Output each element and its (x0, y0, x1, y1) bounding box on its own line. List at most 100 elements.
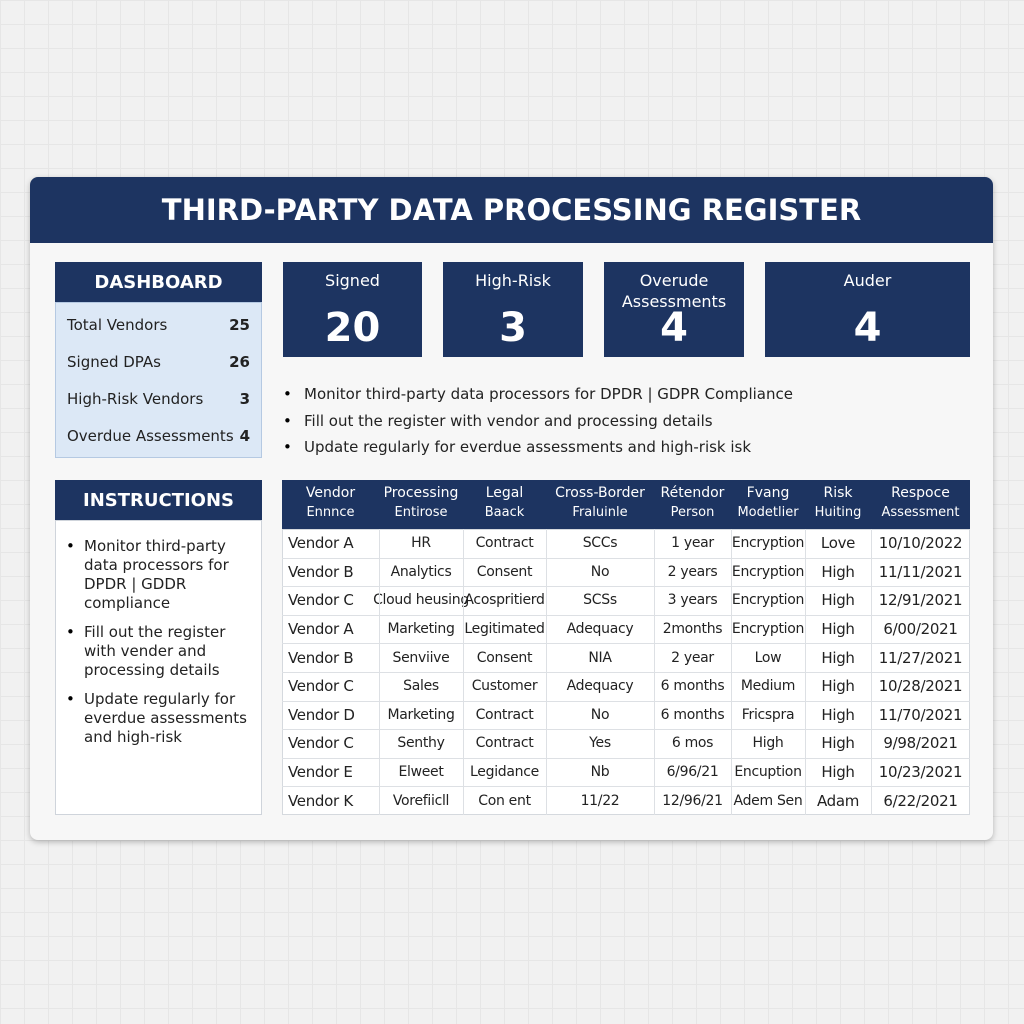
table-header: Person (670, 505, 715, 520)
stat-label: Overude Assessments (621, 271, 727, 311)
table-header: Assessment (881, 505, 960, 520)
table-cell: Fricspra (741, 706, 795, 723)
table-cell: Low (754, 649, 782, 666)
instruction-dot: • (66, 623, 75, 641)
table-cell: High (821, 734, 855, 753)
row-line (282, 786, 970, 788)
table-cell: 6/22/2021 (883, 791, 958, 810)
row-line (282, 757, 970, 759)
bullet-text: Fill out the register with vendor and pr… (304, 411, 713, 430)
table-cell: Encuption (734, 764, 802, 781)
table-cell: Vendor C (288, 677, 354, 696)
table-cell: High (821, 648, 855, 667)
dashboard-label: High-Risk Vendors (67, 390, 204, 408)
table-cell: Love (820, 534, 856, 553)
table-cell: Vorefiicll (392, 792, 450, 809)
dashboard-body (55, 302, 262, 458)
title-bar: THIRD-PARTY DATA PROCESSING REGISTER (30, 177, 993, 243)
table-cell: 2 year (671, 649, 714, 666)
stat-label: Auder (843, 271, 892, 290)
instructions-title: INSTRUCTIONS (55, 480, 262, 520)
table-cell: Adequacy (566, 678, 634, 695)
table-header: Huiting (814, 505, 862, 520)
table-cell: 11/11/2021 (878, 562, 963, 581)
stat-card: Signed 20 (283, 262, 422, 357)
bullet-text: Update regularly for everdue assessments… (304, 438, 752, 456)
table-cell: HR (411, 535, 431, 552)
table-cell: Vendor C (288, 734, 354, 753)
row-line (282, 614, 970, 616)
table-header: Fraluinle (572, 505, 628, 520)
table-cell: Vendor A (288, 534, 354, 553)
table-cell: Legitimated (464, 621, 545, 638)
table-header-bg (282, 480, 970, 529)
instructions-body (55, 520, 262, 815)
table-header: Respoce (891, 485, 950, 501)
row-line (282, 700, 970, 702)
table-cell: Con ent (478, 792, 531, 809)
instruction-dot: • (66, 690, 75, 708)
table-cell: Vendor B (288, 562, 354, 581)
stat-value: 20 (324, 305, 381, 351)
row-line (282, 672, 970, 673)
table-cell: Yes (589, 735, 611, 752)
bullet-dot: • (283, 438, 292, 456)
instruction-dot: • (66, 537, 75, 555)
table-header: Legal (485, 485, 524, 501)
dashboard-title: DASHBOARD (55, 262, 262, 302)
table-cell: 6/00/2021 (883, 620, 958, 639)
table-cell: Contract (475, 735, 534, 752)
stat-card: Auder 4 (765, 262, 970, 357)
table-cell: Medium (740, 678, 796, 695)
table-cell: Nb (590, 764, 610, 781)
table-cell: 9/98/2021 (883, 734, 958, 753)
col-line (805, 529, 806, 815)
table-header: Risk (823, 485, 853, 501)
table-cell: 11/27/2021 (878, 648, 963, 667)
table-cell: 2 years (667, 563, 718, 580)
bullet-dot: • (283, 411, 292, 430)
table-cell: Consent (476, 649, 533, 666)
col-line (654, 529, 655, 815)
table-cell: Vendor E (288, 763, 353, 782)
table-header: Fvang (746, 485, 790, 501)
row-line (282, 557, 970, 559)
table-cell: Adam (816, 791, 860, 810)
table-cell: Vendor A (288, 620, 354, 639)
table-cell: High (821, 705, 855, 724)
table-header: Baack (484, 505, 525, 520)
col-line (546, 529, 547, 815)
table-header: Processing (383, 485, 459, 501)
table-cell: 11/70/2021 (878, 705, 963, 724)
table-cell: Senviive (392, 649, 450, 666)
dashboard-label: Total Vendors (67, 316, 168, 334)
dashboard-label: Signed DPAs (67, 353, 161, 371)
table-cell: Consent (476, 563, 533, 580)
stat-label: Signed (325, 271, 380, 290)
table-cell: Cloud heusing (373, 592, 469, 609)
instruction-text: Update regularly for everdue assessments… (84, 690, 247, 746)
table-cell: Vendor D (288, 705, 355, 724)
table-cell: 1 year (671, 535, 714, 552)
table-cell: 12/91/2021 (878, 591, 963, 610)
table-cell: Encryption (731, 621, 805, 638)
table-cell: Encryption (731, 563, 805, 580)
table-cell: Contract (475, 535, 534, 552)
table-cell: Sales (403, 678, 439, 695)
row-line (282, 729, 970, 731)
table-cell: No (590, 706, 610, 723)
table-header: Cross-Border (555, 485, 645, 501)
table-cell: No (590, 563, 610, 580)
table-cell: Analytics (390, 563, 452, 580)
table-header: Rétendor (660, 485, 725, 501)
dashboard-value: 26 (229, 353, 250, 371)
table-cell: Adequacy (566, 621, 634, 638)
stat-label: High-Risk (475, 271, 551, 290)
table-cell: Marketing (387, 706, 455, 723)
bullet-dot: • (283, 385, 292, 403)
table-header: Modetlier (737, 505, 799, 520)
col-line (731, 529, 732, 815)
col-line (463, 529, 464, 815)
